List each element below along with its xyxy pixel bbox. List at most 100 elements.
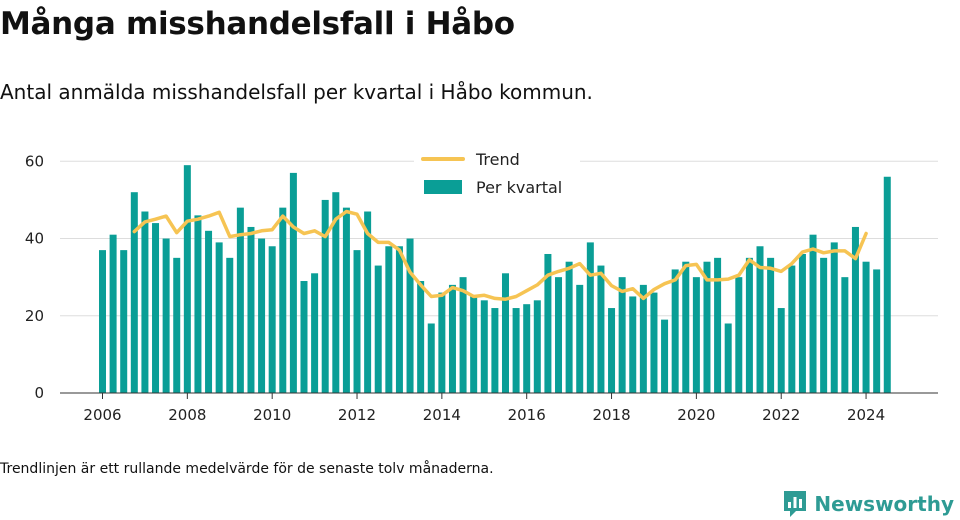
bar <box>141 211 149 393</box>
bar <box>756 246 764 393</box>
bar <box>576 284 584 393</box>
bar <box>682 261 690 393</box>
bar <box>247 226 255 393</box>
chart-subtitle: Antal anmälda misshandelsfall per kvarta… <box>0 80 593 104</box>
bar <box>809 234 817 393</box>
bar <box>597 265 605 393</box>
bar <box>417 281 425 393</box>
bar <box>618 277 626 393</box>
x-tick-label: 2010 <box>253 406 291 424</box>
bar <box>639 284 647 393</box>
bar <box>258 238 266 393</box>
brand-logo[interactable]: Newsworthy <box>782 488 954 520</box>
bar <box>438 292 446 393</box>
bar <box>661 319 669 393</box>
bar <box>798 253 806 393</box>
x-tick-label: 2014 <box>423 406 461 424</box>
bar <box>692 277 700 393</box>
bar <box>279 207 287 393</box>
bar <box>226 257 234 393</box>
x-tick-label: 2022 <box>762 406 800 424</box>
bar-line-chart: 0 20 40 60 2006 2008 2010 2012 2014 2016 2018 2020 2… <box>25 145 938 424</box>
bar <box>99 250 106 393</box>
legend-label-trend: Trend <box>475 150 520 169</box>
bar <box>523 304 531 393</box>
bar <box>724 323 732 393</box>
bar <box>395 246 403 393</box>
bar <box>544 253 552 393</box>
y-tick-label: 0 <box>34 384 44 402</box>
brand-name: Newsworthy <box>814 492 954 516</box>
bar <box>745 257 753 393</box>
bar <box>608 308 616 393</box>
bar <box>162 238 170 393</box>
bar <box>427 323 435 393</box>
bar <box>130 192 138 393</box>
x-tick-label: 2024 <box>847 406 885 424</box>
bar <box>714 257 722 393</box>
x-tick-label: 2008 <box>168 406 206 424</box>
bar <box>448 284 456 393</box>
newsworthy-logo-icon <box>784 491 807 517</box>
bar <box>491 308 499 393</box>
bar <box>152 223 160 393</box>
bar <box>841 277 849 393</box>
bar <box>406 238 414 393</box>
bar <box>215 242 223 393</box>
bar <box>851 226 859 393</box>
bar <box>565 261 573 393</box>
bar <box>342 207 350 393</box>
bar <box>321 199 329 393</box>
legend-swatch-bars <box>424 180 462 194</box>
bar <box>873 269 881 393</box>
bar <box>205 230 213 393</box>
bar <box>830 242 838 393</box>
bar <box>194 215 202 393</box>
legend-background <box>414 145 580 205</box>
x-tick-label: 2018 <box>592 406 630 424</box>
bar <box>332 192 340 393</box>
y-tick-label: 60 <box>25 152 44 170</box>
bar <box>735 277 743 393</box>
bar <box>788 265 796 393</box>
y-tick-label: 20 <box>25 307 44 325</box>
trend-line <box>132 209 868 301</box>
bar <box>459 277 467 393</box>
bar <box>777 308 785 393</box>
bar <box>512 308 520 393</box>
bar <box>289 172 297 393</box>
bar <box>629 296 637 393</box>
x-tick-label: 2020 <box>677 406 715 424</box>
bar <box>268 246 276 393</box>
bar <box>364 211 372 393</box>
bar <box>300 281 308 393</box>
bar <box>501 273 509 393</box>
y-tick-label: 40 <box>25 230 44 248</box>
bar <box>173 257 181 393</box>
bar <box>533 300 541 393</box>
footnote: Trendlinjen är ett rullande medelvärde f… <box>0 461 494 477</box>
bar <box>470 296 478 393</box>
x-tick-label: 2016 <box>508 406 546 424</box>
bar <box>385 246 393 393</box>
bar <box>353 250 361 393</box>
bar <box>236 207 244 393</box>
bar <box>883 176 891 393</box>
bar <box>109 234 117 393</box>
bar <box>767 257 775 393</box>
bar <box>586 242 594 393</box>
bar <box>555 277 563 393</box>
x-tick-label: 2006 <box>83 406 121 424</box>
bar <box>311 273 319 393</box>
bar <box>703 261 711 393</box>
bar <box>671 269 679 393</box>
bar <box>120 250 128 393</box>
bar <box>374 265 382 393</box>
bar <box>650 292 658 393</box>
bar <box>862 261 870 393</box>
chart-title: Många misshandelsfall i Håbo <box>0 6 515 42</box>
bar <box>480 300 488 393</box>
x-tick-label: 2012 <box>338 406 376 424</box>
bar <box>183 165 191 393</box>
legend-label-bars: Per kvartal <box>476 178 562 197</box>
